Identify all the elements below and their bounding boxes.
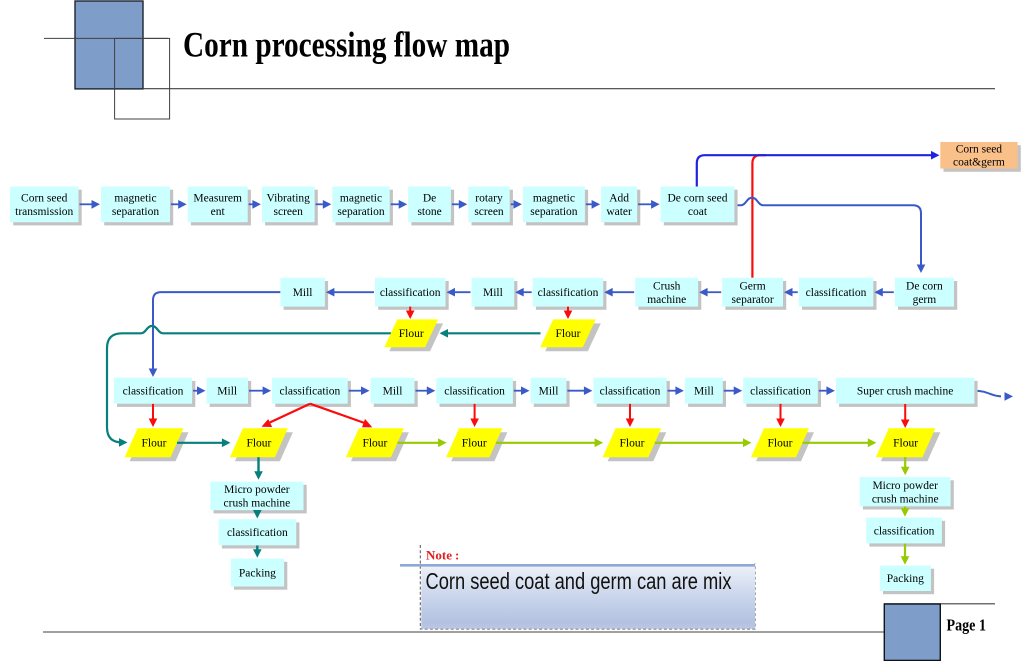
svg-text:Flour: Flour xyxy=(246,438,271,450)
svg-text:Mill: Mill xyxy=(483,287,503,299)
svg-text:Flour: Flour xyxy=(462,438,487,450)
svg-text:Packing: Packing xyxy=(887,573,924,585)
svg-text:classification: classification xyxy=(444,386,505,398)
svg-text:Mill: Mill xyxy=(293,287,313,299)
svg-text:Mill: Mill xyxy=(539,386,559,398)
svg-text:Flour: Flour xyxy=(142,438,167,450)
svg-text:Super crush machine: Super crush machine xyxy=(857,386,953,398)
svg-text:Mill: Mill xyxy=(694,386,714,398)
svg-text:Flour: Flour xyxy=(399,328,424,340)
svg-text:classification: classification xyxy=(538,287,599,299)
svg-text:classification: classification xyxy=(380,287,441,299)
svg-text:Note:: Note: xyxy=(426,548,459,563)
svg-text:classification: classification xyxy=(750,386,811,398)
svg-text:classification: classification xyxy=(227,527,288,539)
svg-text:classification: classification xyxy=(874,525,935,537)
svg-text:Flour: Flour xyxy=(620,438,645,450)
svg-text:Mill: Mill xyxy=(217,386,237,398)
svg-text:Corn seed coat and germ can ar: Corn seed coat and germ can are mix xyxy=(426,568,732,594)
svg-text:Flour: Flour xyxy=(893,438,918,450)
svg-text:Flour: Flour xyxy=(768,438,793,450)
svg-text:Page 1: Page 1 xyxy=(947,616,987,635)
svg-text:Flour: Flour xyxy=(362,438,387,450)
svg-text:Flour: Flour xyxy=(556,328,581,340)
svg-text:Packing: Packing xyxy=(239,568,276,580)
svg-text:classification: classification xyxy=(806,287,867,299)
svg-text:Mill: Mill xyxy=(383,386,403,398)
svg-text:classification: classification xyxy=(123,386,184,398)
svg-text:Corn processing flow map: Corn processing flow map xyxy=(183,25,510,65)
svg-text:classification: classification xyxy=(600,386,661,398)
svg-text:classification: classification xyxy=(280,386,341,398)
